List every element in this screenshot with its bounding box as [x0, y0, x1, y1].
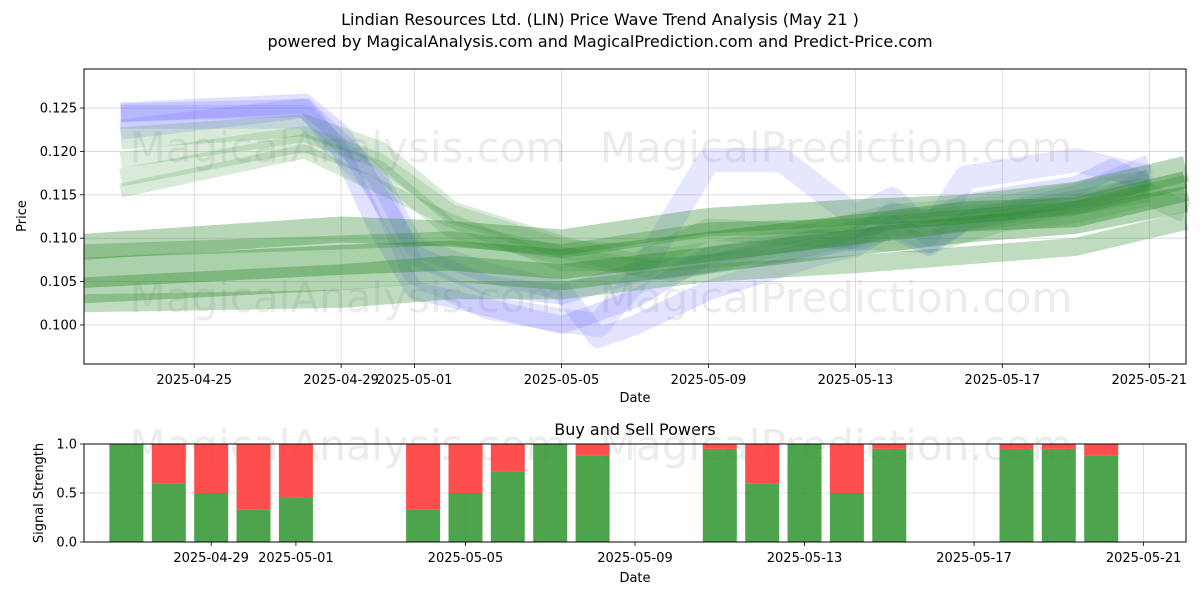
buy-bar: [829, 493, 864, 542]
main-y-axis-label: Price: [15, 200, 30, 232]
price-wave-band: [119, 126, 1151, 264]
buy-bar: [1041, 448, 1076, 542]
sell-bar: [702, 444, 737, 449]
power-axes: 2025-04-29 2025-05-01 2025-05-05 2025-05-09…: [56, 438, 1181, 567]
buy-bar: [745, 483, 780, 542]
sell-bar: [575, 444, 610, 456]
sell-bar: [872, 444, 907, 449]
power-x-tick-label: 2025-05-13: [767, 551, 843, 566]
main-y-tick-label: 0.105: [40, 275, 77, 290]
main-x-tick-label: 2025-05-05: [524, 373, 600, 388]
main-x-tick-label: 2025-05-13: [818, 373, 894, 388]
power-x-tick-label: 2025-05-01: [258, 551, 334, 566]
power-x-tick-label: 2025-05-17: [936, 551, 1012, 566]
sell-bar: [194, 444, 229, 493]
price-wave-band: [120, 99, 1154, 334]
main-y-tick-label: 0.110: [40, 232, 77, 247]
main-watermarks: MagicalAnalysis.com MagicalPrediction.co…: [130, 123, 1073, 322]
price-wave-band: [120, 104, 1153, 337]
price-wave-band: [83, 186, 1189, 304]
buy-bar: [1084, 455, 1119, 542]
power-x-tick-label: 2025-05-09: [597, 551, 673, 566]
buy-bar: [151, 483, 186, 542]
buy-bar: [194, 493, 229, 542]
power-y-axis-label: Signal Strength: [32, 443, 47, 543]
power-x-tick-label: 2025-04-29: [173, 551, 249, 566]
buy-bar: [490, 471, 525, 542]
main-x-tick-label: 2025-05-01: [377, 373, 453, 388]
price-wave-band: [120, 93, 1154, 305]
main-x-tick-label: 2025-04-25: [156, 373, 232, 388]
price-wave-band: [83, 212, 1189, 313]
buy-bar: [406, 509, 441, 542]
buy-bar: [702, 448, 737, 542]
power-x-tick-label: 2025-05-05: [428, 551, 504, 566]
buy-bar: [448, 493, 483, 542]
buy-bar: [278, 497, 313, 542]
sell-bar: [1041, 444, 1076, 449]
main-x-tick-label: 2025-05-09: [671, 373, 747, 388]
main-y-tick-label: 0.115: [40, 188, 77, 203]
price-wave-series: [83, 93, 1191, 348]
buy-bar: [999, 448, 1034, 542]
sell-bar: [448, 444, 483, 493]
main-x-tick-label: 2025-05-21: [1111, 373, 1187, 388]
price-wave-band: [119, 114, 1191, 276]
sell-bar: [829, 444, 864, 493]
main-x-axis-label: Date: [619, 391, 650, 406]
sell-bar: [406, 444, 441, 510]
main-grid: [84, 69, 1186, 364]
buy-bar: [787, 444, 822, 542]
power-y-tick-label: 0.5: [56, 487, 77, 502]
power-chart-title: Buy and Sell Powers: [554, 420, 716, 439]
buy-bar: [236, 509, 271, 542]
watermark-prediction-bottom: MagicalPrediction.com: [600, 273, 1073, 322]
sell-bar: [490, 444, 525, 472]
main-y-tick-label: 0.125: [40, 102, 77, 117]
main-x-tick-label: 2025-05-17: [965, 373, 1041, 388]
power-x-tick-label: 2025-05-21: [1106, 551, 1182, 566]
price-wave-band: [119, 133, 1151, 282]
sell-bar: [278, 444, 313, 498]
power-y-tick-label: 1.0: [56, 438, 77, 453]
watermark-analysis-bottom: MagicalAnalysis.com: [130, 273, 567, 322]
power-x-axis-label: Date: [619, 571, 650, 586]
chart-title: Lindian Resources Ltd. (LIN) Price Wave …: [341, 10, 859, 29]
price-wave-band: [83, 171, 1190, 288]
price-wave-band: [83, 174, 1188, 259]
sell-bar: [236, 444, 271, 510]
price-wave-band: [119, 144, 1151, 272]
main-x-tick-label: 2025-04-29: [303, 373, 379, 388]
main-y-tick-label: 0.120: [40, 145, 77, 160]
watermark-analysis-top: MagicalAnalysis.com: [130, 123, 567, 172]
main-y-tick-label: 0.100: [40, 318, 77, 333]
buy-bar: [533, 444, 568, 542]
sell-bar: [1084, 444, 1119, 456]
power-y-tick-label: 0.0: [56, 536, 77, 551]
sell-bar: [151, 444, 186, 484]
watermark-prediction-top: MagicalPrediction.com: [600, 123, 1073, 172]
power-bars: [109, 444, 1119, 542]
chart-subtitle: powered by MagicalAnalysis.com and Magic…: [267, 32, 932, 51]
sell-bar: [999, 444, 1034, 449]
price-wave-band: [83, 156, 1189, 260]
buy-bar: [575, 455, 610, 542]
sell-bar: [745, 444, 780, 484]
main-plot-frame: [83, 68, 1187, 365]
price-wave-band: [119, 98, 1154, 348]
buy-bar: [109, 444, 144, 542]
buy-bar: [872, 448, 907, 542]
